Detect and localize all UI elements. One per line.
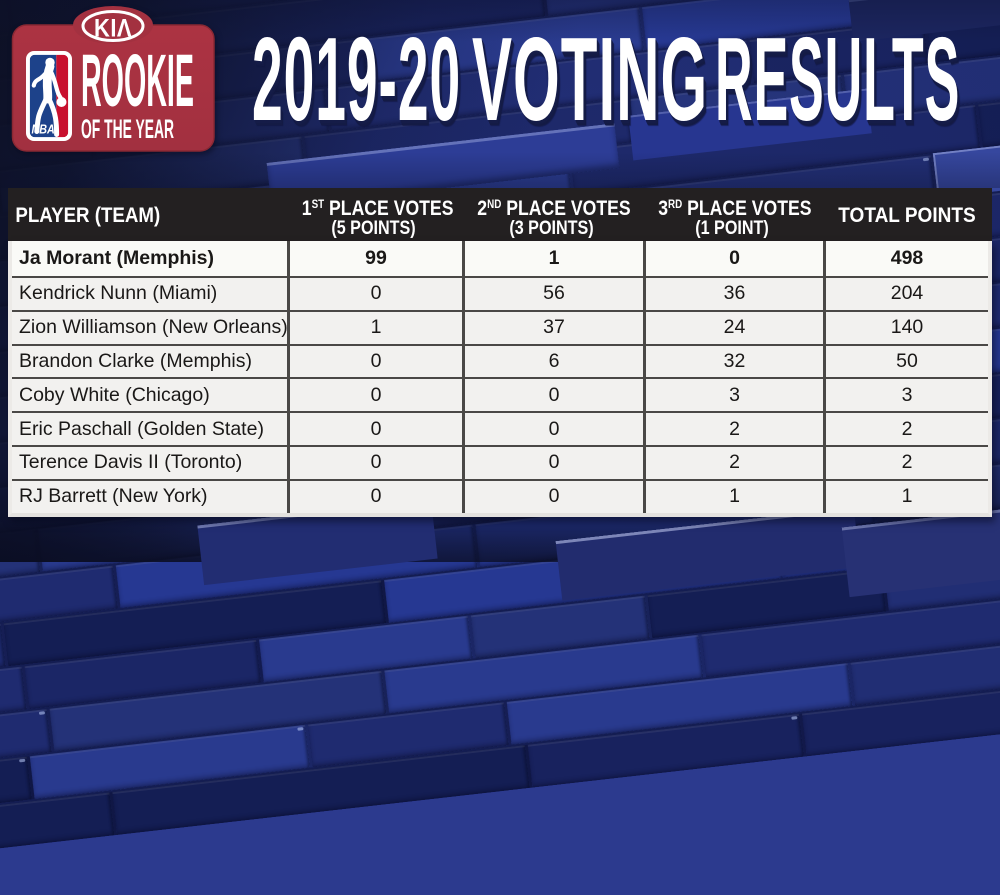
svg-text:ROOKIE: ROOKIE — [81, 39, 194, 122]
svg-text:OF THE YEAR: OF THE YEAR — [81, 114, 174, 144]
svg-text:NBA: NBA — [32, 123, 55, 137]
svg-text:KIΛ: KIΛ — [94, 14, 132, 42]
